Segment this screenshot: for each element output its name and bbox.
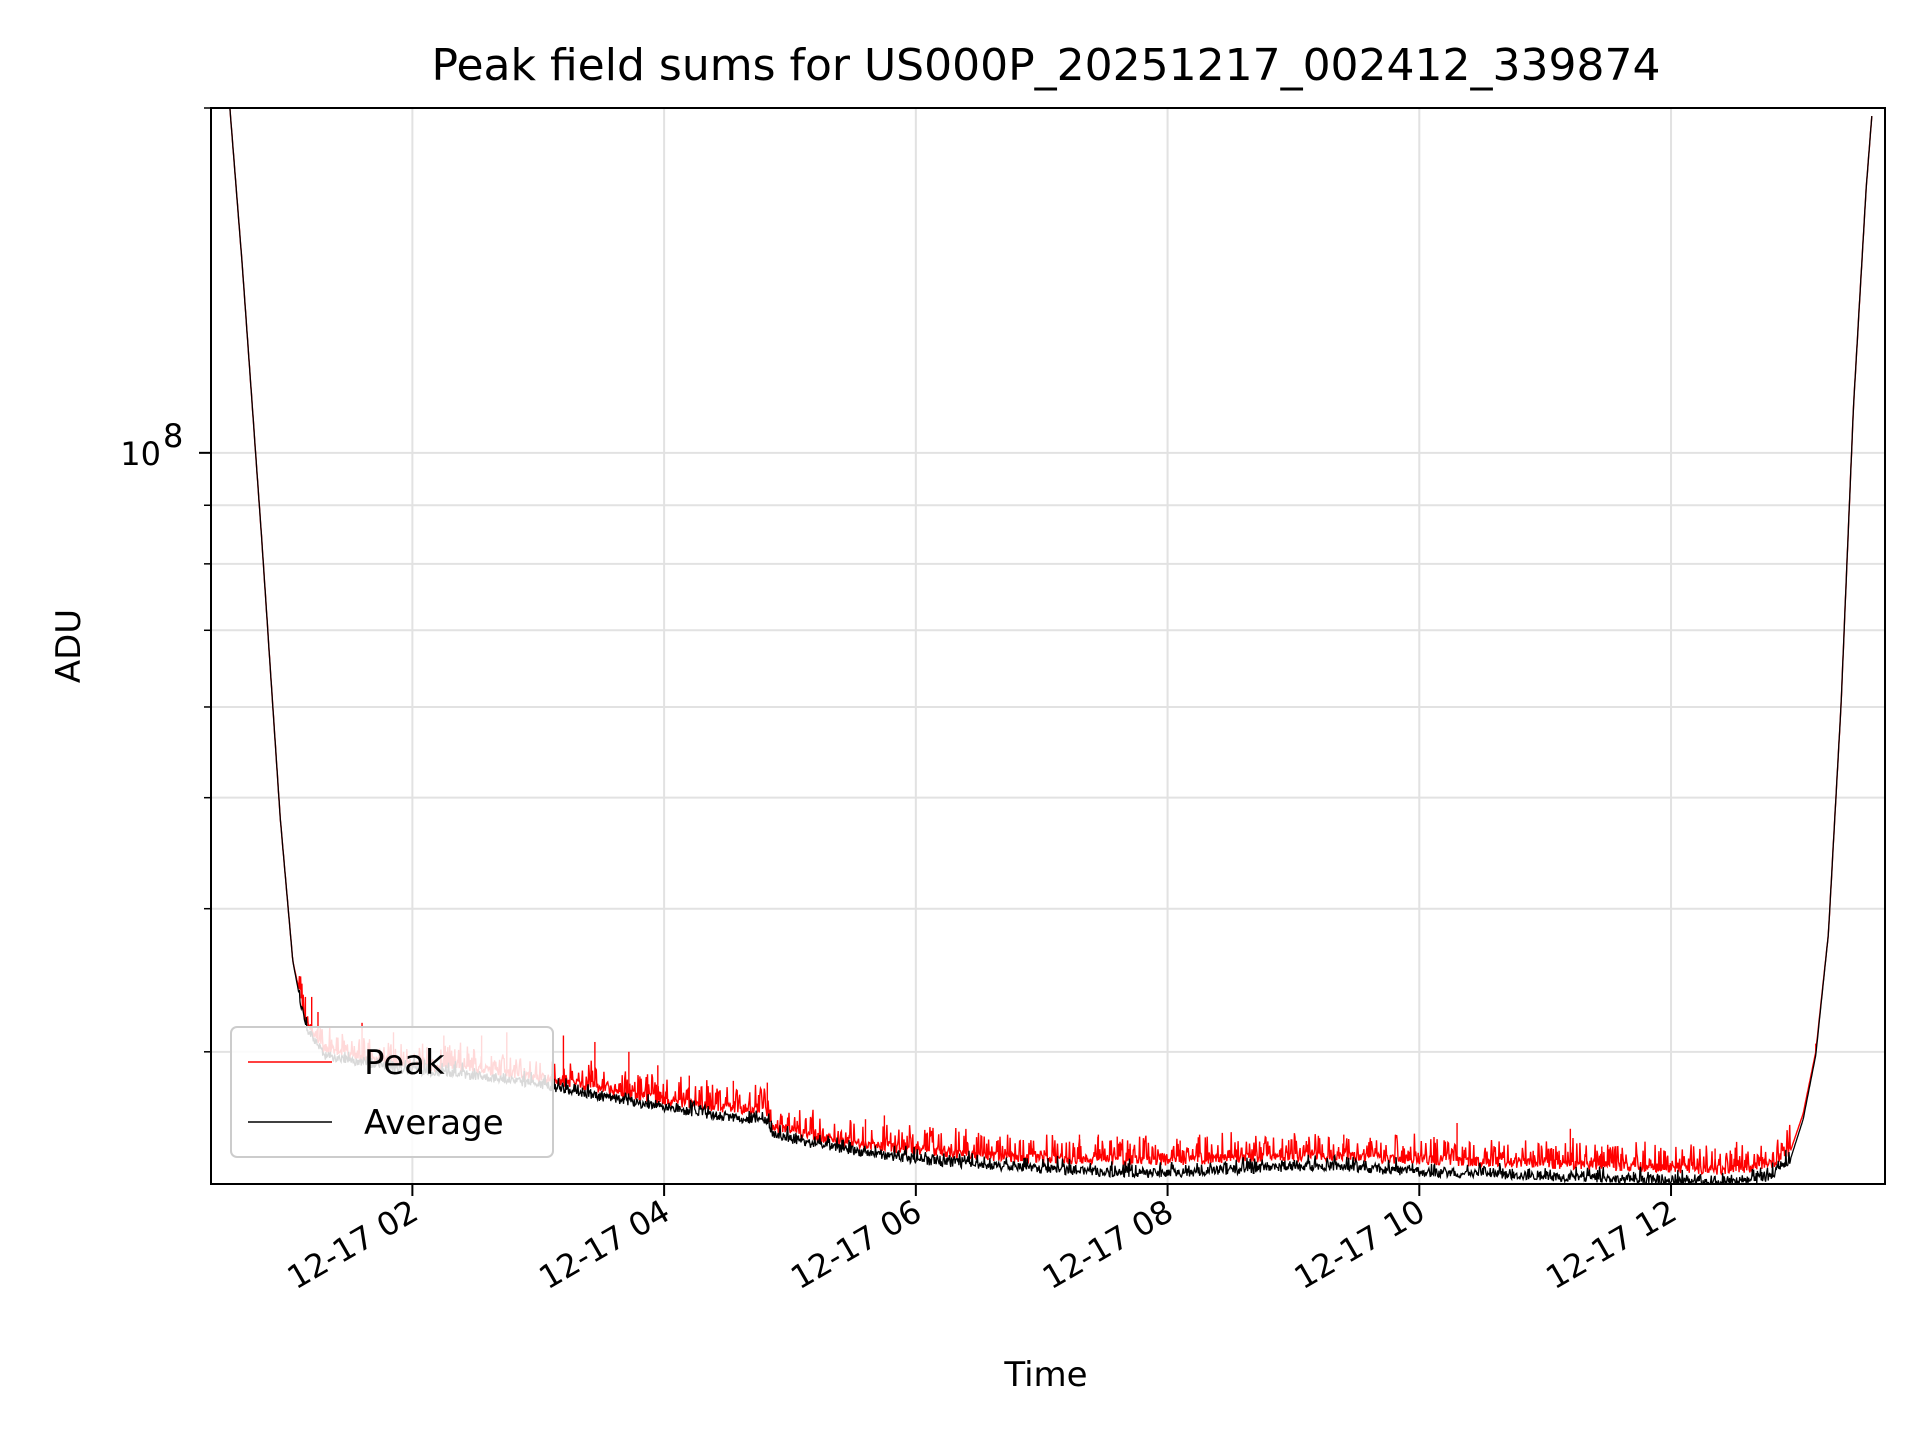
- x-axis-label: Time: [1003, 1355, 1087, 1395]
- legend: Peak Average: [230, 1026, 554, 1158]
- chart-title: Peak field sums for US000P_20251217_0024…: [432, 40, 1661, 91]
- y-axis-ticks: 10 8: [120, 107, 211, 1053]
- legend-peak-label: Peak: [364, 1043, 445, 1083]
- y-axis-label: ADU: [49, 609, 89, 683]
- y-tick-label: 10: [120, 435, 161, 473]
- legend-box: [230, 1026, 554, 1158]
- plot-frame: [210, 107, 1886, 1185]
- legend-average-label: Average: [364, 1103, 504, 1143]
- y-tick-exponent: 8: [163, 417, 183, 455]
